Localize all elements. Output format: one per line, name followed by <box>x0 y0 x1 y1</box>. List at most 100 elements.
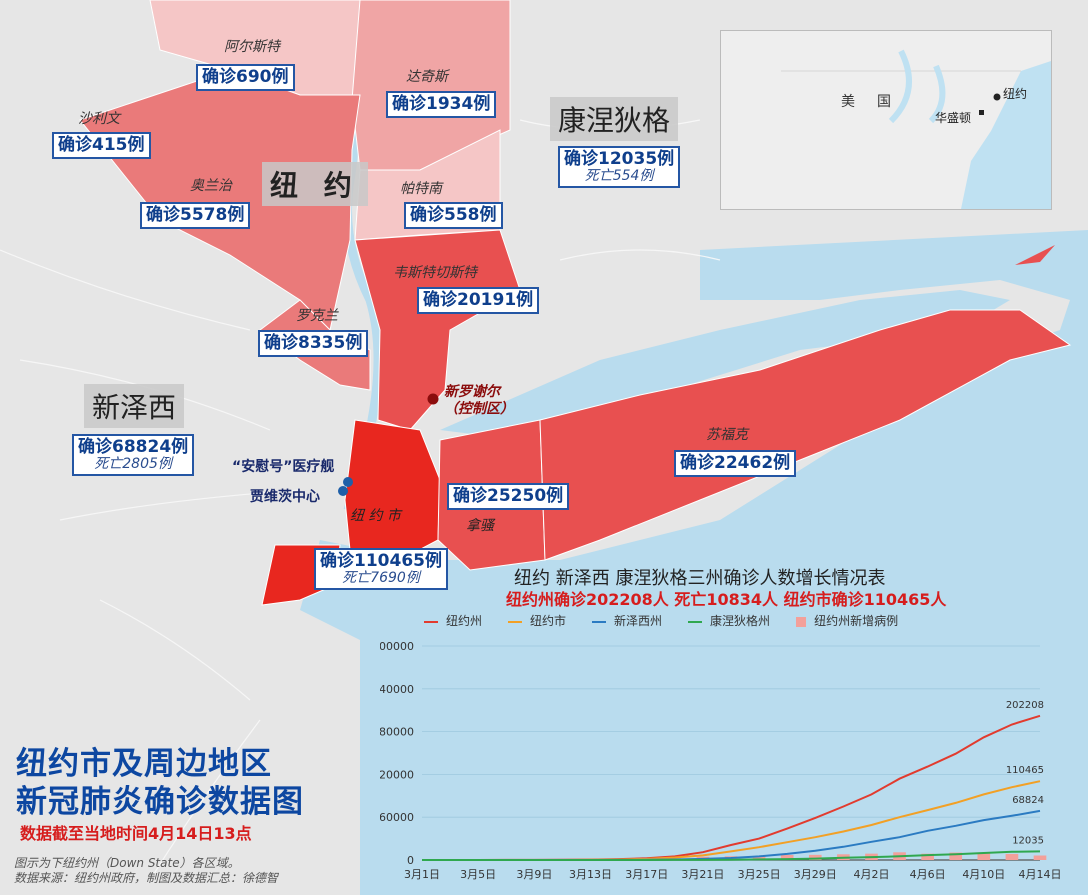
new-cases-bar-20 <box>977 852 991 860</box>
title-line1: 纽约市及周边地区 <box>16 746 272 782</box>
orange-name: 奥兰治 <box>190 178 232 194</box>
title-line2: 新冠肺炎确诊数据图 <box>16 784 304 820</box>
orange-cases: 确诊5578例 <box>140 202 251 229</box>
putnam-cases: 确诊558例 <box>404 202 503 229</box>
legend-label-2: 新泽西州 <box>614 614 663 628</box>
series-end-label-2: 68824 <box>1012 795 1044 806</box>
x-tick-label-7: 3月29日 <box>794 868 837 881</box>
sullivan-cases: 确诊415例 <box>52 132 151 159</box>
ocean <box>360 230 1088 895</box>
dutchess-cases: 确诊1934例 <box>386 91 497 118</box>
nassau-name: 拿骚 <box>466 518 494 534</box>
x-tick-label-11: 4月14日 <box>1019 868 1062 881</box>
x-tick-label-9: 4月6日 <box>910 868 946 881</box>
chart-title: 纽约 新泽西 康涅狄格三州确诊人数增长情况表 <box>514 568 886 589</box>
series-end-label-1: 110465 <box>1006 765 1044 776</box>
legend-swatch-bars <box>796 616 807 627</box>
x-tick-label-4: 3月17日 <box>625 868 668 881</box>
connecticut-deaths: 死亡554例 <box>584 167 654 184</box>
nyc-case-box: 确诊110465例 死亡7690例 <box>314 548 448 591</box>
legend-swatch-1 <box>508 620 523 623</box>
chart-plot: 0 60000 120000 180000 240000 300000 202208 1104… <box>380 640 1062 881</box>
new-cases-bar-22 <box>1033 855 1047 860</box>
ulster-name: 阿尔斯特 <box>224 39 280 55</box>
javits-dot <box>338 486 348 496</box>
legend-label-3: 康涅狄格州 <box>710 614 771 628</box>
suffolk-fork <box>1015 245 1055 265</box>
state-label-connecticut: 康涅狄格 <box>550 97 679 141</box>
new-jersey-deaths: 死亡2805例 <box>94 455 172 472</box>
new-rochelle-dot <box>427 393 439 405</box>
series-line-3 <box>422 850 1041 861</box>
inset-svg <box>721 31 1051 209</box>
new-rochelle-label: 新罗谢尔 （控制区） <box>444 384 514 417</box>
series-line-0 <box>422 714 1041 861</box>
footer-note: 图示为下纽约州（Down State）各区域。 <box>14 856 240 870</box>
westchester-county <box>354 229 521 431</box>
series-line-2 <box>422 809 1041 861</box>
nyc-deaths: 死亡7690例 <box>342 569 420 586</box>
x-tick-label-8: 4月2日 <box>853 868 889 881</box>
inset-washington-label: 华盛顿 <box>935 111 972 125</box>
legend-swatch-0 <box>424 620 438 623</box>
ny-marker <box>993 93 1001 101</box>
x-tick-label-2: 3月9日 <box>516 868 552 881</box>
x-tick-label-10: 4月10日 <box>962 868 1005 881</box>
inset-land <box>721 31 1051 209</box>
nassau-cases: 确诊25250例 <box>447 483 570 510</box>
new-cases-bar-19 <box>949 852 963 860</box>
suffolk-cases: 确诊22462例 <box>674 450 797 477</box>
new-cases-bar-14 <box>808 854 822 860</box>
comfort-label: “安慰号”医疗舰 <box>232 459 335 475</box>
legend-label-bars: 纽约州新增病例 <box>814 614 899 628</box>
comfort-dot <box>343 477 353 487</box>
new-jersey-case-box: 确诊68824例 死亡2805例 <box>72 434 195 477</box>
legend-label-0: 纽约州 <box>446 614 483 628</box>
legend-item-bars: 纽约州新增病例 <box>796 612 898 629</box>
new-cases-bar-12 <box>752 856 766 860</box>
x-tick-label-5: 3月21日 <box>681 868 724 881</box>
connecticut-cases: 确诊12035例 <box>564 149 675 169</box>
rockland-name: 罗克兰 <box>296 308 338 324</box>
x-tick-label-0: 3月1日 <box>404 868 440 881</box>
inset-usa-label: 美 国 <box>841 94 895 110</box>
legend-item-3: 康涅狄格州 <box>688 612 770 629</box>
legend-swatch-3 <box>688 620 703 623</box>
inset-ny-label: 纽约 <box>1003 87 1028 101</box>
chart-legend: 纽约州 纽约市 新泽西州 康涅狄格州 纽约州新增病例 <box>424 612 924 629</box>
rockland-cases: 确诊8335例 <box>258 330 369 357</box>
y-tick-label-3: 180000 <box>380 726 414 739</box>
y-tick-label-5: 300000 <box>380 640 414 653</box>
series-end-label-3: 12035 <box>1012 835 1044 846</box>
footer-source: 数据来源：纽约州政府，制图及数据汇总：徐德智 <box>14 871 279 885</box>
sullivan-name: 沙利文 <box>78 111 120 127</box>
nyc-name: 纽 约 市 <box>350 508 401 524</box>
series-end-label-0: 202208 <box>1006 700 1044 711</box>
putnam-name: 帕特南 <box>400 181 442 197</box>
x-tick-label-6: 3月25日 <box>738 868 781 881</box>
washington-marker <box>979 110 984 115</box>
legend-label-1: 纽约市 <box>530 614 567 628</box>
nyc-cases: 确诊110465例 <box>320 551 442 571</box>
westchester-cases: 确诊20191例 <box>417 287 540 314</box>
legend-item-0: 纽约州 <box>424 612 482 629</box>
javits-label: 贾维茨中心 <box>250 489 320 505</box>
connecticut-case-box: 确诊12035例 死亡554例 <box>558 146 681 189</box>
new-cases-bar-13 <box>780 855 794 860</box>
suffolk-name: 苏福克 <box>706 427 748 443</box>
new-jersey-cases: 确诊68824例 <box>78 437 189 457</box>
great-lakes <box>888 49 946 124</box>
long-island-sound <box>440 290 1010 440</box>
y-tick-label-0: 0 <box>407 854 414 867</box>
westchester-name: 韦斯特切斯特 <box>393 265 477 281</box>
inset-map: 美 国 华盛顿 纽约 <box>720 30 1052 210</box>
y-tick-label-2: 120000 <box>380 768 414 781</box>
new-cases-bar-21 <box>1005 853 1019 860</box>
y-tick-label-1: 60000 <box>380 811 414 824</box>
legend-item-2: 新泽西州 <box>592 612 662 629</box>
y-tick-label-4: 240000 <box>380 683 414 696</box>
x-tick-label-1: 3月5日 <box>460 868 496 881</box>
ulster-cases: 确诊690例 <box>196 64 295 91</box>
legend-swatch-2 <box>592 620 607 623</box>
